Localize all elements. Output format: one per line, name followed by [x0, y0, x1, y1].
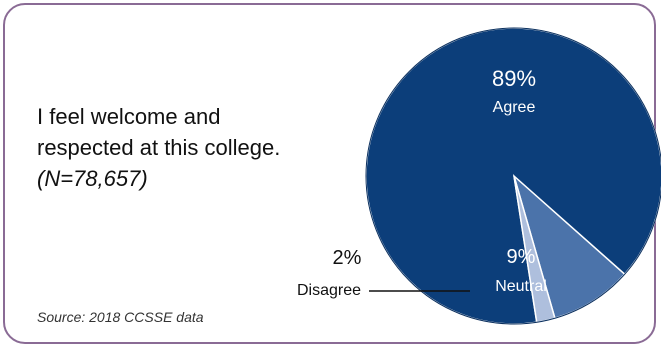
neutral-value-label: 9%: [507, 246, 536, 268]
agree-value-label: 89%: [492, 66, 536, 91]
statement-line-1: I feel welcome and: [37, 104, 221, 129]
disagree-category-label: Disagree: [297, 282, 361, 299]
disagree-value-label: 2%: [333, 247, 362, 269]
sample-size: (N=78,657): [37, 166, 148, 191]
agree-category-label: Agree: [493, 99, 536, 116]
statement-line-2: respected at this college.: [37, 135, 281, 160]
pie-outline: [365, 27, 661, 325]
neutral-category-label: Neutral: [495, 278, 547, 295]
survey-statement: I feel welcome and respected at this col…: [37, 101, 280, 194]
source-note: Source: 2018 CCSSE data: [37, 309, 204, 325]
